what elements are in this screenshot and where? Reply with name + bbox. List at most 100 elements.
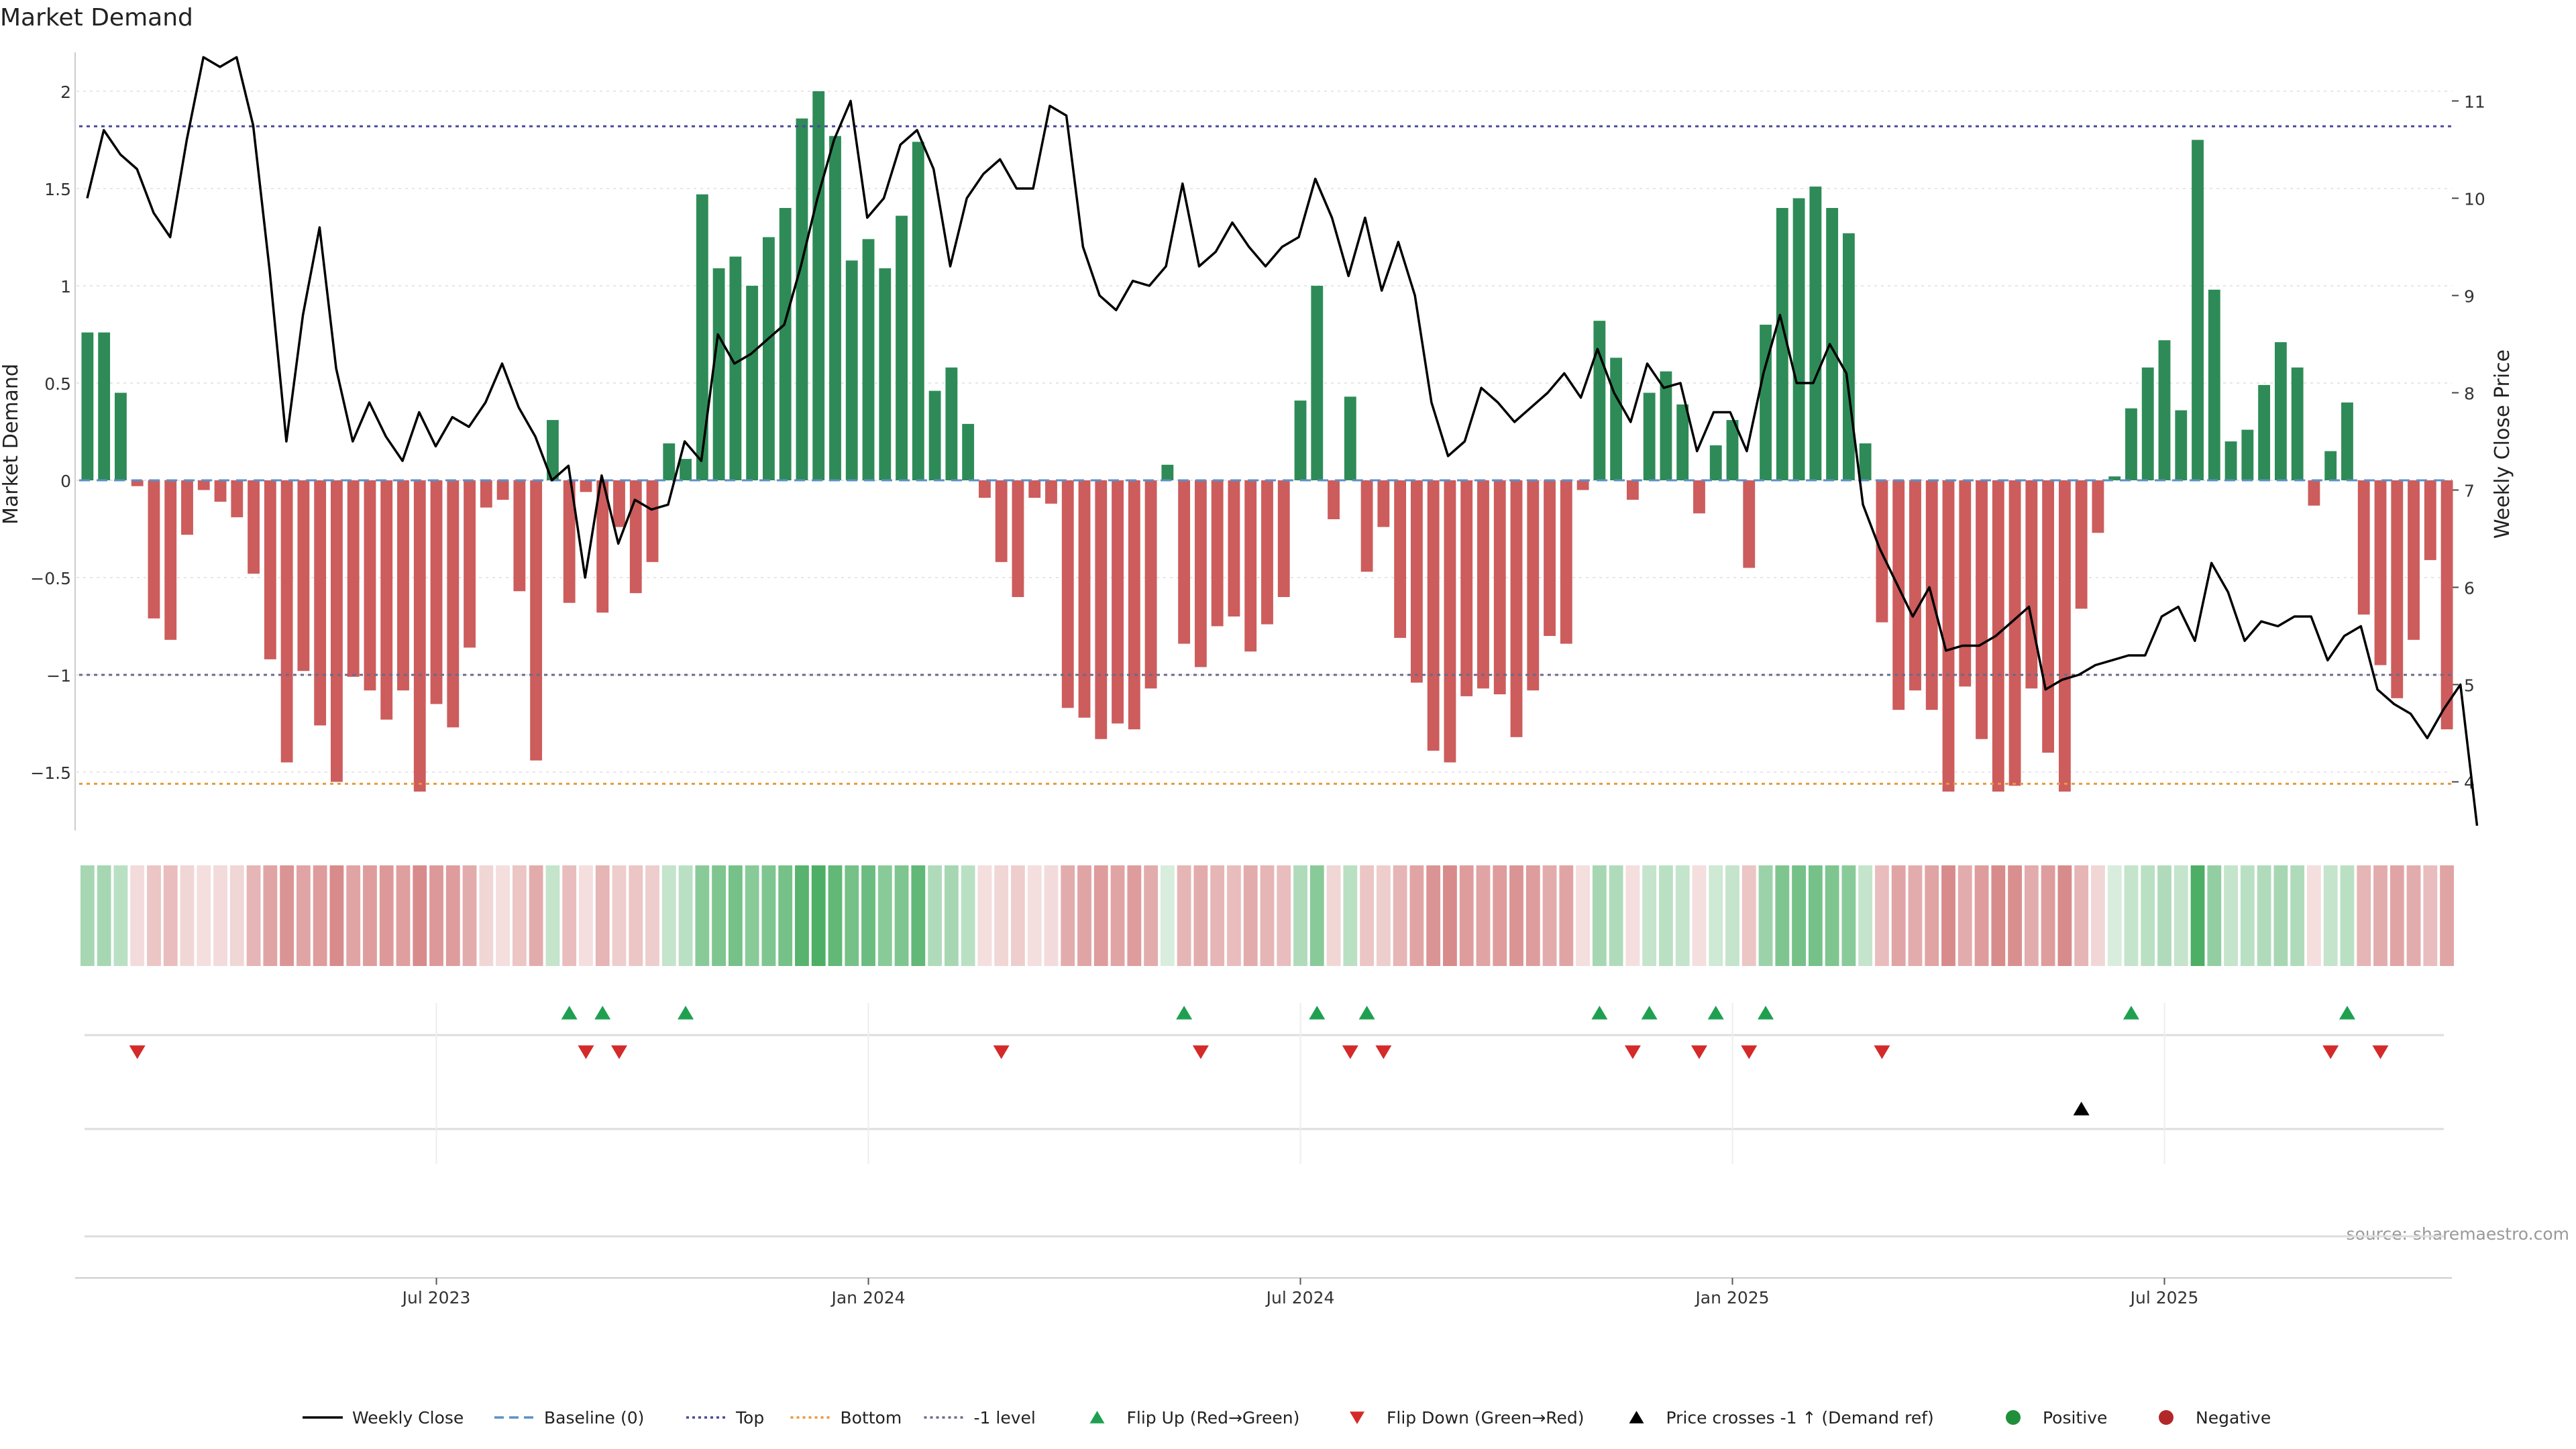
- band-cell: [579, 865, 593, 966]
- demand-bar: [1477, 480, 1489, 689]
- demand-bar: [2357, 480, 2370, 615]
- band-cell: [595, 865, 610, 966]
- band-cell: [1775, 865, 1790, 966]
- demand-bar: [1194, 480, 1207, 667]
- band-cell: [2008, 865, 2022, 966]
- band-cell: [1459, 865, 1474, 966]
- demand-bar: [1144, 480, 1157, 689]
- demand-bar: [2141, 367, 2154, 480]
- demand-bar: [1709, 445, 1722, 480]
- band-cell: [545, 865, 560, 966]
- band-cell: [346, 865, 361, 966]
- band-cell: [2057, 865, 2072, 966]
- demand-bar: [1095, 480, 1108, 739]
- band-cell: [2207, 865, 2222, 966]
- demand-bar: [2440, 480, 2453, 730]
- demand-bar: [2291, 367, 2304, 480]
- demand-bar: [1360, 480, 1373, 572]
- legend-label: Price crosses -1 ↑ (Demand ref): [1666, 1408, 1934, 1428]
- demand-bar: [2158, 340, 2171, 480]
- y-tick-label: 0.5: [44, 374, 71, 394]
- band-cell: [2240, 865, 2255, 966]
- band-cell: [147, 865, 161, 966]
- legend-swatch-triangle-up: [1629, 1411, 1644, 1424]
- legend-swatch-circle: [2006, 1410, 2021, 1425]
- flip-down-marker: [1741, 1045, 1758, 1059]
- band-cell: [977, 865, 992, 966]
- demand-bar: [2241, 429, 2254, 480]
- demand-bar: [530, 480, 543, 761]
- demand-bar: [380, 480, 393, 720]
- band-cell: [629, 865, 643, 966]
- demand-bar: [1178, 480, 1191, 644]
- band-cell: [1160, 865, 1175, 966]
- band-cell: [861, 865, 875, 966]
- band-cell: [280, 865, 294, 966]
- band-cell: [2190, 865, 2205, 966]
- demand-bar: [2324, 451, 2337, 480]
- demand-bar: [1277, 480, 1290, 597]
- demand-bar: [397, 480, 409, 691]
- band-cell: [529, 865, 543, 966]
- band-cell: [2024, 865, 2039, 966]
- flip-up-marker: [1591, 1006, 1608, 1020]
- band-cell: [2124, 865, 2139, 966]
- band-cell: [1974, 865, 1989, 966]
- band-cell: [1925, 865, 1939, 966]
- band-cell: [1709, 865, 1723, 966]
- demand-bar: [546, 420, 559, 480]
- demand-bar: [1012, 480, 1024, 597]
- demand-bar: [596, 480, 609, 613]
- band-cell: [678, 865, 693, 966]
- x-tick-label: Jul 2024: [1265, 1288, 1335, 1307]
- demand-bar: [1211, 480, 1224, 627]
- flip-up-marker: [678, 1006, 694, 1020]
- y2-tick-label: 6: [2464, 579, 2475, 598]
- band-cell: [445, 865, 460, 966]
- band-cell: [246, 865, 261, 966]
- band-cell: [1725, 865, 1739, 966]
- band-cell: [1409, 865, 1424, 966]
- band-cell: [1277, 865, 1291, 966]
- demand-bar: [2125, 408, 2137, 480]
- demand-bar: [1311, 286, 1324, 480]
- flip-down-marker: [1375, 1045, 1392, 1059]
- demand-bar: [1078, 480, 1091, 718]
- band-cell: [1642, 865, 1657, 966]
- demand-bar: [563, 480, 576, 603]
- demand-bar: [148, 480, 160, 619]
- band-cell: [2423, 865, 2438, 966]
- flip-up-marker: [1707, 1006, 1724, 1020]
- demand-band-strip: [80, 865, 2454, 966]
- demand-bar: [1942, 480, 1955, 792]
- demand-bar: [115, 392, 127, 480]
- demand-bar: [1460, 480, 1473, 696]
- band-cell: [80, 865, 95, 966]
- demand-bar: [746, 286, 759, 480]
- band-cell: [163, 865, 178, 966]
- demand-bar: [1161, 464, 1174, 480]
- x-tick-label: Jan 2025: [1694, 1288, 1769, 1307]
- demand-bars: [81, 91, 2453, 792]
- y2-tick-label: 9: [2464, 287, 2475, 307]
- flip-up-marker: [1758, 1006, 1774, 1020]
- demand-bar: [364, 480, 376, 691]
- demand-bar: [1676, 404, 1689, 480]
- demand-bar: [1909, 480, 1921, 691]
- band-cell: [1559, 865, 1574, 966]
- demand-bar: [1776, 208, 1788, 480]
- demand-bar: [164, 480, 177, 640]
- band-cell: [1741, 865, 1756, 966]
- y-tick-label: −1: [46, 666, 71, 686]
- band-cell: [1493, 865, 1507, 966]
- band-cell: [2107, 865, 2122, 966]
- demand-bar: [264, 480, 276, 659]
- band-cell: [479, 865, 494, 966]
- flip-down-marker: [129, 1045, 146, 1059]
- demand-bar: [464, 480, 476, 648]
- band-cell: [1891, 865, 1906, 966]
- band-cell: [1027, 865, 1042, 966]
- demand-bar: [928, 390, 941, 480]
- band-cell: [761, 865, 776, 966]
- demand-bar: [1593, 321, 1606, 480]
